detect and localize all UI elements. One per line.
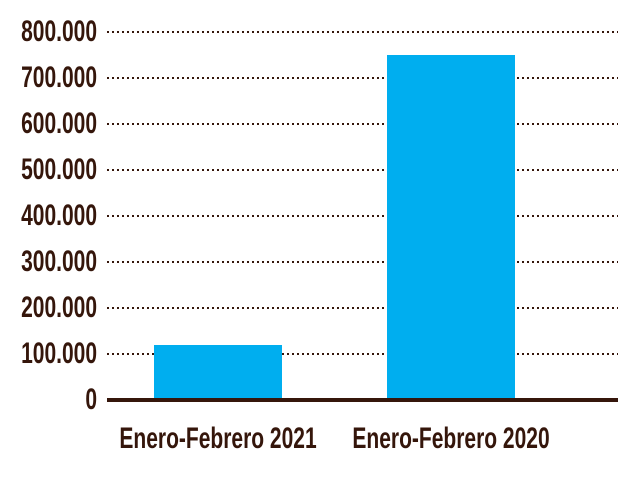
gridline-300-000 — [107, 261, 618, 263]
bar-enero-febrero-2020 — [387, 55, 515, 398]
gridline-200-000 — [107, 307, 618, 309]
x-axis-line — [107, 398, 618, 402]
y-axis-tick-label: 500.000 — [21, 153, 98, 186]
y-axis-tick-label: 600.000 — [21, 107, 98, 140]
y-axis-tick-label: 800.000 — [21, 15, 98, 48]
gridline-500-000 — [107, 169, 618, 171]
x-axis-category-label: Enero-Febrero 2020 — [352, 422, 550, 455]
y-axis-tick-label: 700.000 — [21, 61, 98, 94]
gridline-700-000 — [107, 77, 618, 79]
gridline-800-000 — [107, 31, 618, 33]
y-axis-tick-label: 400.000 — [21, 199, 98, 232]
y-axis-tick-label: 300.000 — [21, 245, 98, 278]
gridline-400-000 — [107, 215, 618, 217]
gridline-100-000 — [107, 353, 618, 355]
y-axis-tick-label: 200.000 — [21, 291, 98, 324]
bar-enero-febrero-2021 — [154, 344, 282, 398]
y-axis-tick-label: 0 — [85, 383, 97, 416]
x-axis-category-label: Enero-Febrero 2021 — [119, 422, 317, 455]
gridline-600-000 — [107, 123, 618, 125]
y-axis-tick-label: 100.000 — [21, 337, 98, 370]
